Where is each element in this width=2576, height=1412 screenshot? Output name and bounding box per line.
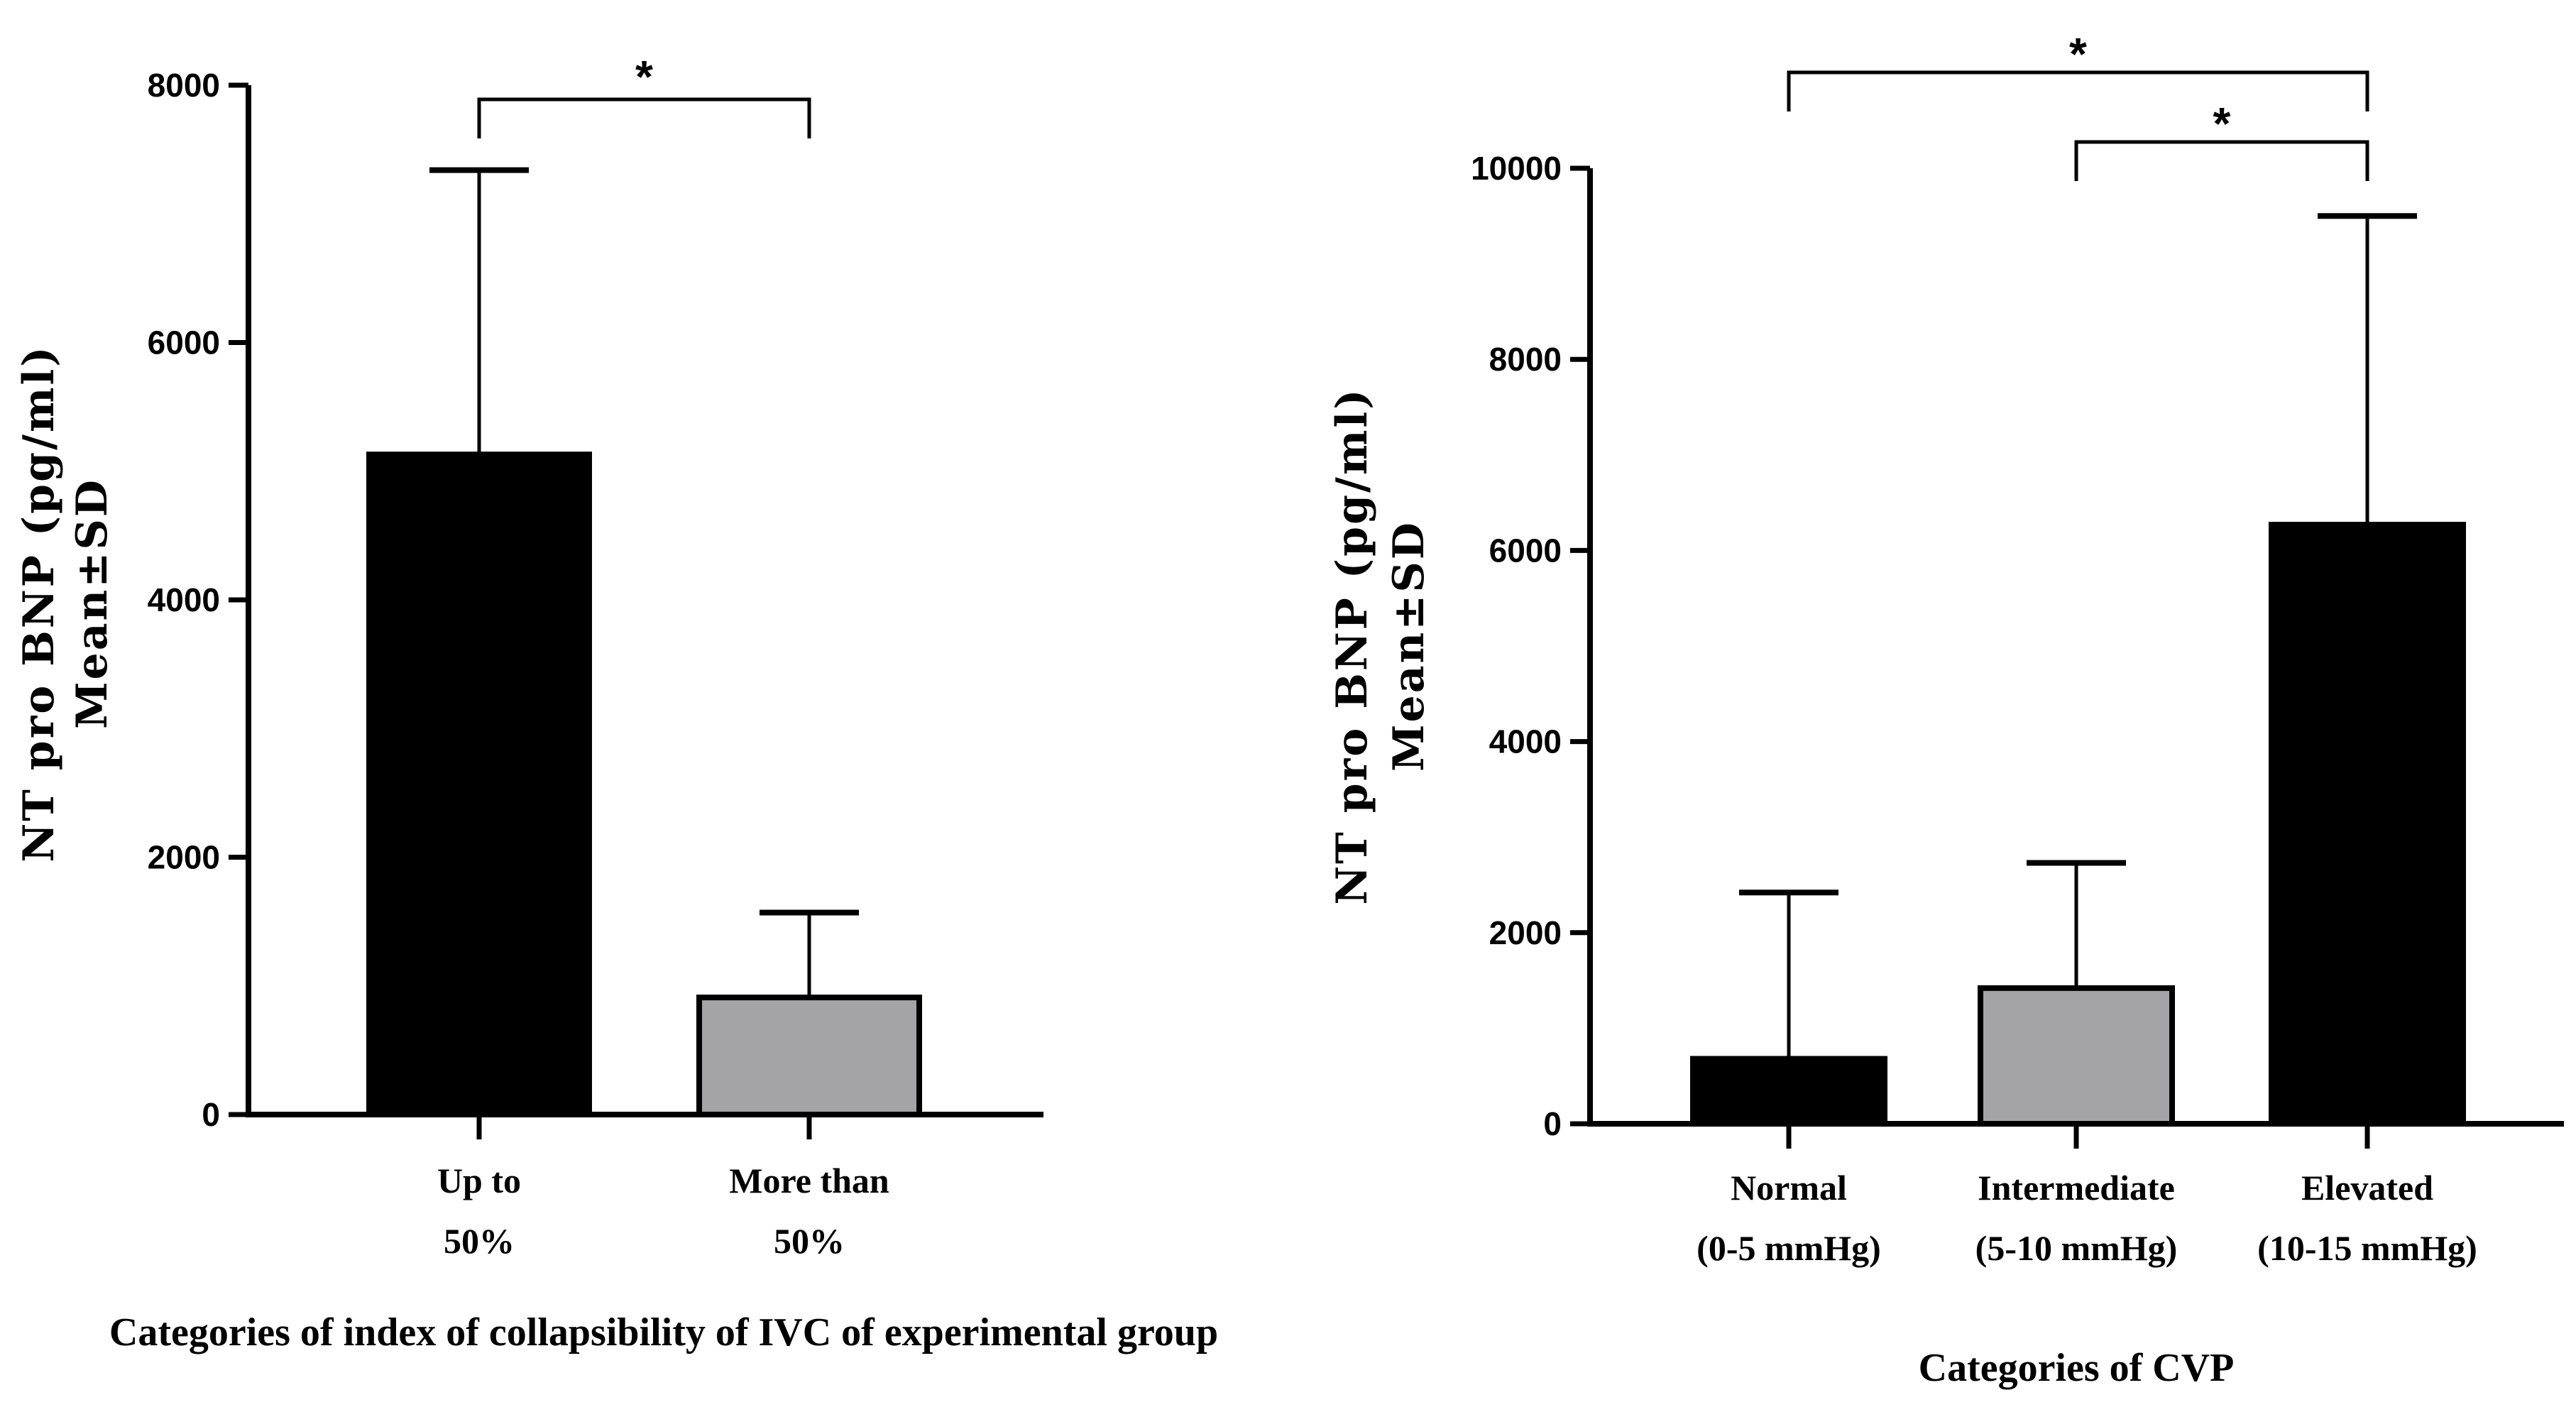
- x-tick-label: Intermediate: [1978, 1168, 2175, 1208]
- y-tick-label: 6000: [148, 324, 220, 361]
- x-tick-label: (0-5 mmHg): [1697, 1228, 1881, 1268]
- significance-bracket: [477, 97, 811, 138]
- significance-marker: *: [2069, 28, 2087, 80]
- x-tick-label: 50%: [444, 1221, 515, 1261]
- x-tick-label: (5-10 mmHg): [1975, 1228, 2178, 1268]
- y-tick-label: 0: [1543, 1105, 1562, 1142]
- bar: [1690, 1056, 1887, 1127]
- chart-cvp: 0 2000 4000 6000 8000 10000 Normal (0-5 mmHg) In…: [1327, 28, 2564, 1390]
- x-axis-label: Categories of CVP: [1919, 1346, 2235, 1390]
- chart-collapsibility-ivc: 0 2000 4000 6000 8000 Up to 50% More than 50% NT …: [14, 51, 1218, 1354]
- y-tick-label: 4000: [1489, 723, 1562, 760]
- y-tick-label: 8000: [148, 67, 220, 104]
- x-tick-label: Up to: [437, 1161, 521, 1200]
- y-tick-label: 6000: [1489, 532, 1562, 569]
- x-tick-label: More than: [729, 1161, 889, 1200]
- y-tick-label: 8000: [1489, 341, 1562, 378]
- significance-bracket: [2074, 140, 2369, 181]
- significance-bracket: [1787, 70, 2369, 111]
- y-tick-label: 4000: [148, 581, 220, 618]
- bar: [366, 451, 592, 1117]
- bar: [1978, 985, 2175, 1127]
- significance-marker: *: [635, 51, 653, 102]
- y-tick-label: 2000: [148, 839, 220, 876]
- y-tick-label: 2000: [1489, 914, 1562, 951]
- y-tick-label: 10000: [1471, 150, 1562, 187]
- y-tick-label: 0: [202, 1096, 220, 1133]
- y-axis-label: Mean±SD: [67, 478, 117, 729]
- y-axis-label: Mean±SD: [1384, 520, 1434, 772]
- x-tick-label: (10-15 mmHg): [2257, 1228, 2477, 1268]
- y-axis-label: NT pro BNP (pg/ml): [1327, 387, 1377, 904]
- y-axis-label: NT pro BNP (pg/ml): [14, 344, 64, 862]
- x-tick-label: 50%: [774, 1221, 845, 1261]
- significance-marker: *: [2213, 98, 2231, 149]
- x-tick-label: Elevated: [2301, 1168, 2433, 1208]
- bar: [696, 995, 922, 1117]
- x-tick-label: Normal: [1731, 1168, 1847, 1208]
- bar: [2269, 522, 2466, 1127]
- x-axis-label: Categories of index of collapsibility of…: [109, 1310, 1218, 1354]
